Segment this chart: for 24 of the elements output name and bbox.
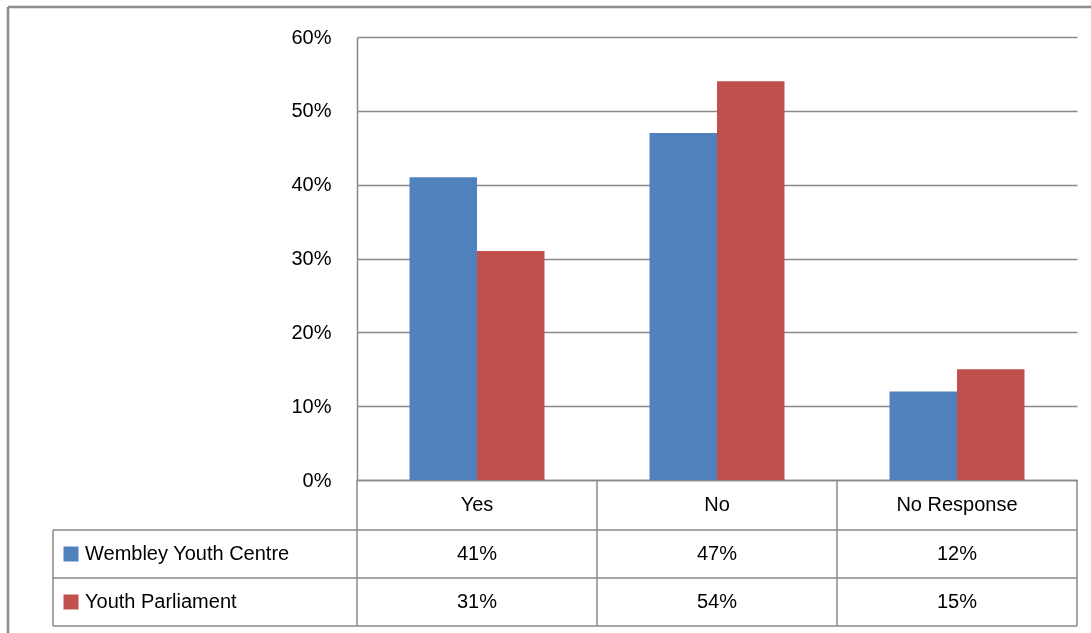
legend-label: Wembley Youth Centre bbox=[85, 542, 290, 564]
bar bbox=[649, 132, 717, 480]
x-tick-label: Yes bbox=[460, 492, 494, 515]
x-tick-label: No Response bbox=[896, 492, 1018, 515]
data-label: 47% bbox=[696, 542, 738, 564]
y-tick-label: 30% bbox=[291, 247, 332, 269]
y-tick-label: 40% bbox=[291, 173, 332, 196]
data-label: 12% bbox=[936, 542, 978, 564]
y-tick-label: 0% bbox=[302, 468, 332, 491]
y-tick-label: 10% bbox=[291, 394, 332, 417]
x-tick-label: No bbox=[704, 492, 730, 515]
y-tick-label: 20% bbox=[291, 320, 332, 343]
y-tick-label: 60% bbox=[291, 25, 332, 48]
data-label: 54% bbox=[696, 590, 738, 612]
data-label: 31% bbox=[456, 590, 498, 612]
bar bbox=[889, 391, 957, 480]
data-label: 41% bbox=[456, 542, 498, 564]
bar bbox=[409, 177, 477, 480]
legend-label: Youth Parliament bbox=[85, 590, 238, 612]
bar bbox=[957, 369, 1025, 480]
bar bbox=[717, 81, 785, 480]
y-tick-label: 50% bbox=[291, 99, 332, 122]
data-label: 15% bbox=[936, 590, 978, 612]
bar bbox=[477, 251, 545, 480]
